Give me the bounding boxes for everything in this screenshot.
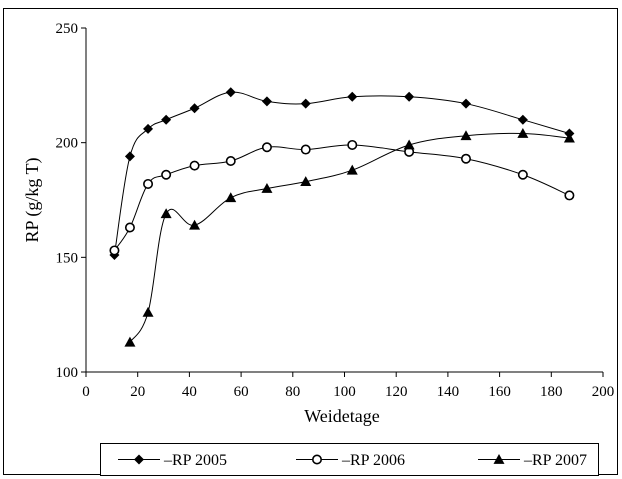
legend-entry: –RP 2007 — [478, 452, 587, 469]
data-point — [564, 190, 575, 201]
data-point — [460, 98, 471, 109]
y-tick-label: 150 — [56, 250, 79, 266]
y-tick-group: 100 150 200 250 — [56, 21, 86, 381]
data-point — [225, 156, 236, 167]
legend-entry: –RP 2006 — [296, 452, 405, 469]
data-point — [300, 176, 312, 187]
data-point — [161, 169, 172, 180]
x-tick-label: 20 — [130, 384, 145, 400]
data-point — [403, 139, 415, 150]
legend-label: –RP 2007 — [523, 452, 587, 469]
data-point — [460, 130, 472, 141]
data-point — [517, 114, 528, 125]
data-point — [225, 192, 237, 203]
data-point — [346, 164, 358, 175]
data-point — [261, 142, 272, 153]
x-tick-label: 0 — [82, 384, 90, 400]
data-point — [143, 123, 154, 134]
legend-label: –RP 2005 — [163, 452, 227, 469]
x-tick-label: 100 — [333, 384, 356, 400]
data-point — [124, 336, 136, 347]
data-point — [347, 139, 358, 150]
series-2 — [109, 139, 575, 256]
legend-marker — [493, 454, 505, 464]
data-point — [160, 208, 172, 219]
series-1 — [109, 87, 575, 261]
x-tick-label: 40 — [182, 384, 197, 400]
x-tick-label: 160 — [488, 384, 511, 400]
x-tick-label: 80 — [285, 384, 300, 400]
x-tick-label: 120 — [385, 384, 408, 400]
data-point — [189, 103, 200, 114]
data-point — [517, 169, 528, 180]
data-point — [124, 151, 135, 162]
data-point — [225, 87, 236, 98]
x-axis-label: Weidetage — [304, 406, 380, 426]
data-point — [142, 306, 154, 317]
data-point — [143, 178, 154, 189]
data-point — [517, 127, 529, 138]
series-3 — [124, 127, 575, 347]
x-tick-group: 0 20 40 60 80 100 120 140 160 180 200 — [82, 372, 614, 400]
data-point — [261, 183, 273, 193]
data-point — [563, 132, 575, 143]
legend-marker — [311, 454, 322, 465]
data-point — [124, 222, 135, 233]
data-point — [261, 96, 272, 107]
legend-entry: –RP 2005 — [118, 452, 227, 469]
x-tick-label: 200 — [592, 384, 615, 400]
x-tick-label: 180 — [540, 384, 563, 400]
data-point — [300, 144, 311, 155]
data-point — [189, 160, 200, 171]
figure-border — [3, 8, 618, 475]
series-layer — [109, 87, 575, 347]
legend-label: –RP 2006 — [341, 452, 405, 469]
plot-area — [85, 28, 603, 373]
data-point — [109, 245, 120, 256]
series-line — [114, 144, 570, 251]
y-tick-label: 200 — [56, 136, 79, 152]
data-point — [161, 114, 172, 125]
data-point — [404, 91, 415, 102]
x-tick-label: 60 — [234, 384, 249, 400]
data-point — [300, 98, 311, 109]
data-point — [347, 91, 358, 102]
y-axis-label: RP (g/kg T) — [22, 157, 43, 242]
legend-marker — [134, 454, 144, 465]
y-tick-label: 100 — [56, 365, 79, 381]
data-point — [189, 219, 201, 230]
legend: –RP 2005 –RP 2006 –RP 2007 — [100, 443, 599, 476]
x-tick-label: 140 — [437, 384, 460, 400]
data-point — [460, 153, 471, 164]
y-tick-label: 250 — [56, 21, 79, 37]
